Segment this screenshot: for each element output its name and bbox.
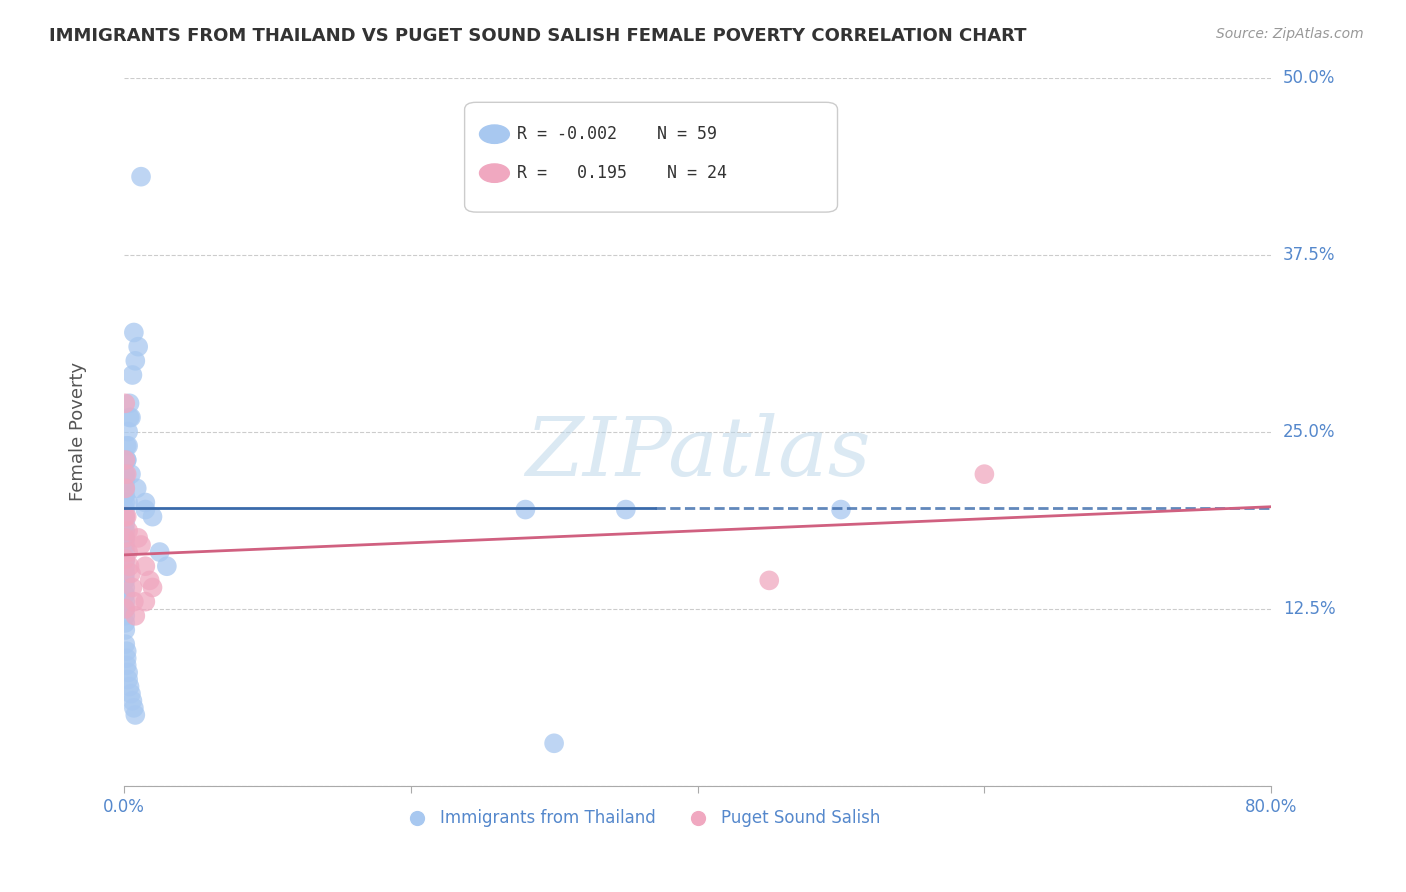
Point xyxy=(118,396,141,410)
Point xyxy=(114,574,136,588)
Point xyxy=(122,701,145,715)
Point xyxy=(129,538,152,552)
Text: 50.0%: 50.0% xyxy=(1282,69,1336,87)
Legend: Immigrants from Thailand, Puget Sound Salish: Immigrants from Thailand, Puget Sound Sa… xyxy=(394,803,887,834)
Point xyxy=(114,474,136,488)
Text: 37.5%: 37.5% xyxy=(1282,245,1336,264)
Point xyxy=(124,354,146,368)
Point xyxy=(114,495,136,509)
Point xyxy=(115,658,138,673)
Point xyxy=(127,340,149,354)
Point xyxy=(115,439,138,453)
Point xyxy=(120,687,142,701)
Point xyxy=(114,601,136,615)
Point xyxy=(114,502,136,516)
Text: Female Poverty: Female Poverty xyxy=(69,362,87,501)
Point xyxy=(121,581,143,595)
Point xyxy=(114,524,136,538)
Point xyxy=(114,559,136,574)
Point xyxy=(114,552,136,566)
Point xyxy=(118,680,141,694)
Point xyxy=(114,453,136,467)
Point xyxy=(134,559,156,574)
Circle shape xyxy=(479,164,509,182)
Point xyxy=(115,644,138,658)
Point xyxy=(121,368,143,382)
Point xyxy=(149,545,172,559)
Point xyxy=(122,326,145,340)
Point xyxy=(122,594,145,608)
Point xyxy=(141,581,163,595)
Point xyxy=(121,694,143,708)
Point xyxy=(117,425,139,439)
Point xyxy=(114,545,136,559)
Point xyxy=(124,608,146,623)
Point xyxy=(114,566,136,581)
Point xyxy=(114,396,136,410)
Point xyxy=(114,538,136,552)
Point xyxy=(124,708,146,723)
Point xyxy=(156,559,179,574)
Point xyxy=(115,651,138,665)
Point xyxy=(117,524,139,538)
Text: 12.5%: 12.5% xyxy=(1282,599,1336,618)
Point xyxy=(117,673,139,687)
Point xyxy=(114,552,136,566)
Point xyxy=(114,623,136,637)
Point xyxy=(138,574,160,588)
Point xyxy=(114,516,136,531)
Point xyxy=(115,453,138,467)
Point xyxy=(117,545,139,559)
Point xyxy=(114,509,136,524)
Text: R = -0.002    N = 59: R = -0.002 N = 59 xyxy=(517,125,717,144)
Point xyxy=(114,531,136,545)
Point xyxy=(114,637,136,651)
Point xyxy=(114,615,136,630)
Point xyxy=(120,410,142,425)
Point xyxy=(973,467,995,482)
Point xyxy=(114,588,136,602)
Point xyxy=(114,581,136,595)
Point xyxy=(115,509,138,524)
Point xyxy=(127,531,149,545)
Point xyxy=(114,531,136,545)
Point xyxy=(114,467,136,482)
Point xyxy=(114,481,136,495)
Point xyxy=(114,594,136,608)
Point xyxy=(758,574,780,588)
Point xyxy=(118,559,141,574)
Point xyxy=(134,495,156,509)
Point xyxy=(117,439,139,453)
Point xyxy=(120,467,142,482)
Circle shape xyxy=(479,125,509,144)
Point xyxy=(515,502,537,516)
Point xyxy=(125,481,148,495)
Text: IMMIGRANTS FROM THAILAND VS PUGET SOUND SALISH FEMALE POVERTY CORRELATION CHART: IMMIGRANTS FROM THAILAND VS PUGET SOUND … xyxy=(49,27,1026,45)
Text: ZIPatlas: ZIPatlas xyxy=(524,413,870,493)
Point xyxy=(120,566,142,581)
Point xyxy=(129,169,152,184)
Point xyxy=(115,467,138,482)
Point xyxy=(114,481,136,495)
Point xyxy=(117,495,139,509)
FancyBboxPatch shape xyxy=(464,103,838,212)
Point xyxy=(543,736,565,750)
Point xyxy=(141,509,163,524)
Point xyxy=(118,410,141,425)
Point xyxy=(114,509,136,524)
Point xyxy=(115,453,138,467)
Text: 25.0%: 25.0% xyxy=(1282,423,1336,441)
Point xyxy=(830,502,852,516)
Point xyxy=(114,488,136,502)
Text: R =   0.195    N = 24: R = 0.195 N = 24 xyxy=(517,164,727,182)
Point xyxy=(114,608,136,623)
Point xyxy=(614,502,637,516)
Point xyxy=(134,502,156,516)
Point xyxy=(117,665,139,680)
Point xyxy=(134,594,156,608)
Text: Source: ZipAtlas.com: Source: ZipAtlas.com xyxy=(1216,27,1364,41)
Point xyxy=(114,601,136,615)
